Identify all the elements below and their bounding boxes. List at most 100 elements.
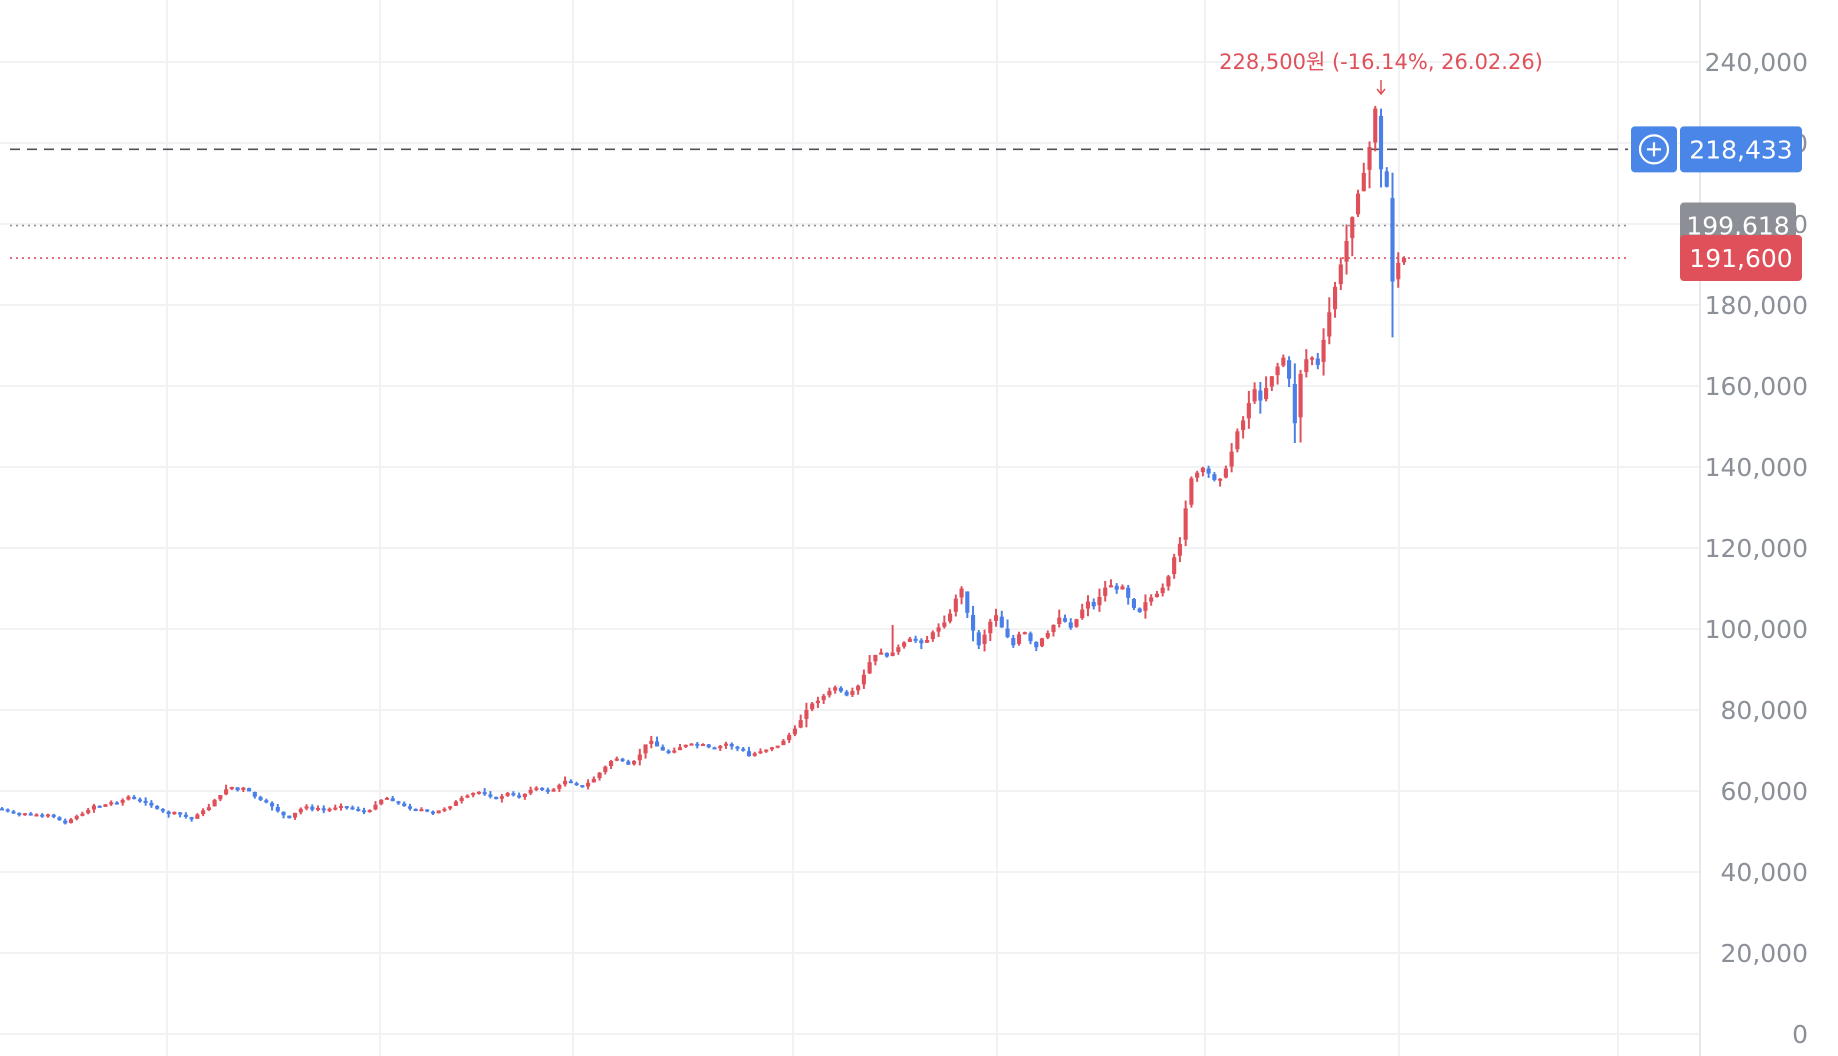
candle-body [453,801,458,806]
candle-body [856,685,861,691]
candle-body [482,792,487,795]
candle-body [384,797,390,800]
candle-body [51,814,56,817]
candle-body [1361,172,1366,192]
candle-body [1350,217,1355,239]
candle-body [1183,508,1188,540]
candle-body [551,789,556,792]
candle-body [1172,557,1177,575]
candle-body [379,799,384,805]
candle-body [723,743,729,746]
candle-body [1321,339,1326,362]
candle-body [57,817,62,821]
candle-body [1005,628,1010,638]
candle-body [97,805,102,808]
candle-body [1085,601,1091,609]
candle-body [1309,357,1315,360]
candle-body [195,814,200,819]
candle-body [350,807,355,810]
candle-body [413,808,418,811]
candle-body [1068,622,1073,628]
candle-body [327,808,332,811]
candle-body [1074,619,1079,627]
candle-body [1062,618,1068,622]
candle-body [769,747,775,750]
candle-body [798,720,803,728]
candle-body [930,632,935,640]
candle-body [948,613,953,622]
candle-body [252,792,257,797]
candle-body [367,810,372,813]
candle-body [287,815,292,819]
candle-body [850,690,855,695]
candle-body [1189,478,1194,505]
candle-body [269,802,275,807]
candle-body [1206,468,1211,474]
candle-body [775,745,780,748]
candle-body [993,615,999,621]
candle-body [838,687,843,692]
candle-body [1396,262,1401,280]
candle-body [1315,358,1320,365]
candle-body [488,794,493,797]
candle-body [471,793,476,796]
candle-body [1223,468,1228,478]
price-badge-label-crosshair: 218,433 [1689,135,1792,164]
candle-body [683,744,688,747]
candle-body [5,809,10,812]
candle-body [402,803,407,806]
y-tick-label: 160,000 [1705,372,1808,401]
candle-body [1131,599,1137,608]
candle-body [86,810,91,814]
candle-body [942,622,947,627]
candle-body [80,813,85,816]
candle-body [867,662,872,674]
candle-body [563,780,568,785]
candle-body [827,690,832,696]
candle-body [654,741,660,747]
candle-body [913,638,918,641]
candle-body [1045,633,1050,638]
candle-body [718,746,723,749]
candle-body [902,642,907,647]
candle-body [68,819,74,823]
candle-body [1097,597,1102,606]
candle-body [137,799,142,802]
candle-body [545,789,550,792]
y-tick-label: 100,000 [1705,615,1808,644]
candle-body [873,654,878,662]
y-axis-tick-labels: 240,000220,000200,000180,000160,000140,0… [1705,48,1808,1049]
candle-body [1039,638,1045,647]
candle-body [528,789,533,794]
price-badge-crosshair [1680,126,1802,173]
candle-body [695,743,700,746]
candle-body [258,797,263,800]
candle-body [63,820,68,824]
candle-body [1344,241,1349,262]
candle-body [442,808,447,811]
y-tick-label: 60,000 [1721,777,1808,806]
candle-body [114,802,119,805]
candle-body [298,808,303,813]
candle-body [292,812,298,818]
candles [0,105,1407,825]
candle-body [91,805,97,810]
candle-body [224,789,229,795]
candle-body [189,817,194,820]
candle-body [1022,632,1027,635]
candle-body [338,805,344,808]
candle-body [143,800,148,803]
candle-body [637,754,642,761]
candle-body [1177,543,1182,556]
candle-body [907,638,912,642]
candle-body [321,808,326,811]
candle-body [344,806,349,809]
candle-body [22,813,28,816]
candle-body [505,793,510,796]
candle-body [448,806,453,809]
candle-body [126,796,131,800]
candle-body [1235,431,1240,450]
candle-body [247,788,252,792]
candle-body [626,761,631,765]
candle-body [649,740,654,744]
